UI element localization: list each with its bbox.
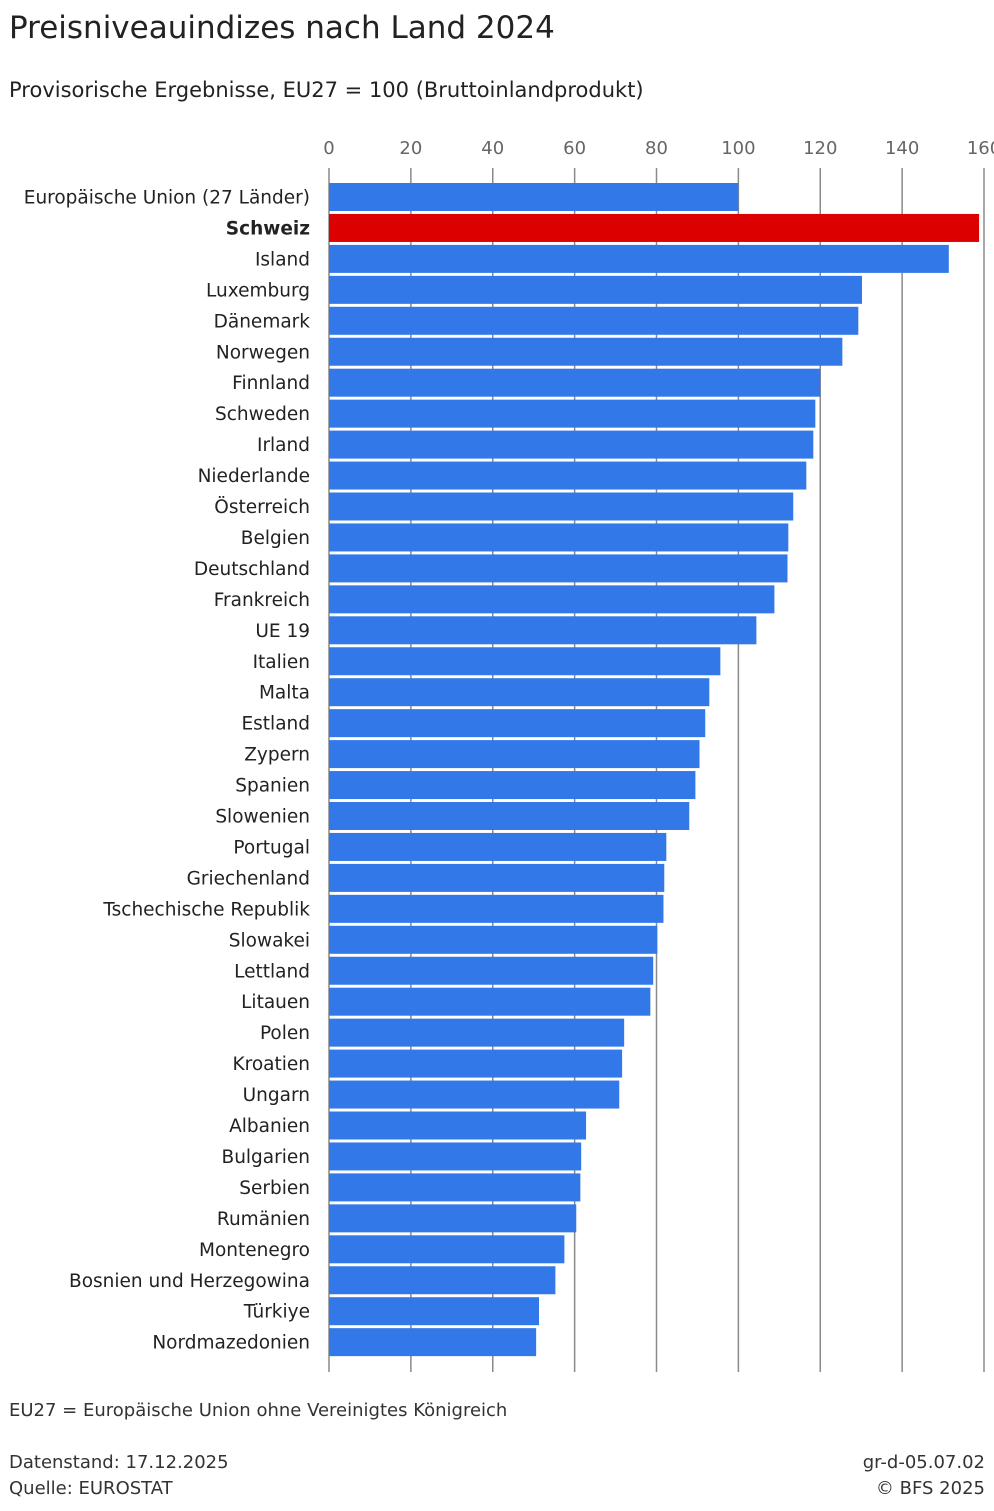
category-label: Schweiz: [226, 218, 310, 239]
bar: [329, 1018, 625, 1047]
bar: [329, 244, 949, 273]
category-label: Schweden: [215, 404, 310, 425]
bar: [329, 709, 706, 738]
data-source: Quelle: EUROSTAT: [9, 1478, 173, 1499]
chart-subtitle: Provisorische Ergebnisse, EU27 = 100 (Br…: [9, 78, 644, 102]
bar: [329, 925, 658, 954]
bar: [329, 306, 859, 335]
bar: [329, 832, 667, 861]
category-label: Türkiye: [243, 1302, 310, 1323]
bar: [329, 368, 821, 397]
bar: [329, 337, 843, 366]
footnote: EU27 = Europäische Union ohne Vereinigte…: [9, 1400, 508, 1421]
category-label: Deutschland: [194, 559, 310, 580]
chart-code: gr-d-05.07.02: [862, 1452, 985, 1473]
category-label: Nordmazedonien: [152, 1333, 310, 1354]
bar: [329, 585, 775, 614]
bar: [329, 213, 980, 242]
category-label: Portugal: [233, 837, 310, 858]
x-tick-label: 160: [967, 138, 994, 159]
category-label: Albanien: [229, 1116, 310, 1137]
bar: [329, 894, 664, 923]
bar: [329, 1173, 581, 1202]
x-tick-label: 80: [645, 138, 668, 159]
bar: [329, 1142, 582, 1171]
bar: [329, 1297, 540, 1326]
category-label: Spanien: [235, 776, 310, 797]
category-label: Estland: [241, 714, 310, 735]
category-label: Griechenland: [187, 868, 310, 889]
category-label: Rumänien: [217, 1209, 310, 1230]
bar: [329, 492, 794, 521]
bar: [329, 678, 710, 707]
category-label: Montenegro: [199, 1240, 310, 1261]
bar: [329, 740, 700, 769]
category-label: Österreich: [214, 496, 310, 518]
x-tick-label: 100: [721, 138, 755, 159]
bar: [329, 183, 739, 211]
x-tick-label: 140: [885, 138, 919, 159]
x-tick-label: 60: [563, 138, 586, 159]
category-label: Serbien: [239, 1178, 310, 1199]
bar: [329, 1235, 565, 1264]
category-label: Ungarn: [243, 1085, 310, 1106]
bar: [329, 554, 788, 583]
bar: [329, 275, 863, 304]
category-label: Bosnien und Herzegowina: [69, 1271, 310, 1292]
category-label: UE 19: [255, 621, 310, 642]
bar: [329, 956, 654, 985]
category-label: Frankreich: [214, 590, 310, 611]
bar: [329, 616, 757, 645]
bar: [329, 461, 807, 490]
category-label: Dänemark: [214, 311, 311, 332]
bar: [329, 1080, 620, 1109]
category-label: Slowakei: [229, 930, 310, 951]
x-tick-label: 0: [323, 138, 334, 159]
bar: [329, 523, 789, 552]
category-label: Kroatien: [233, 1054, 311, 1075]
category-label: Slowenien: [215, 807, 310, 828]
bar: [329, 430, 814, 459]
category-label: Norwegen: [216, 342, 310, 363]
category-label: Luxemburg: [206, 280, 310, 301]
x-tick-label: 120: [803, 138, 837, 159]
category-label: Italien: [253, 652, 310, 673]
data-date: Datenstand: 17.12.2025: [9, 1452, 229, 1473]
category-label: Bulgarien: [222, 1147, 311, 1168]
bar: [329, 1111, 587, 1140]
category-label: Lettland: [234, 961, 310, 982]
copyright: © BFS 2025: [875, 1478, 985, 1499]
category-label: Malta: [259, 683, 310, 704]
bar: [329, 863, 665, 892]
chart-title: Preisniveauindizes nach Land 2024: [9, 10, 555, 46]
bar: [329, 1204, 577, 1233]
category-label: Irland: [257, 435, 310, 456]
category-label: Finnland: [232, 373, 310, 394]
bar: [329, 399, 816, 428]
x-tick-label: 20: [399, 138, 422, 159]
category-label: Polen: [260, 1023, 310, 1044]
category-label: Island: [255, 249, 310, 270]
category-label: Zypern: [244, 745, 310, 766]
x-tick-label: 40: [481, 138, 504, 159]
bar: [329, 647, 721, 676]
category-label: Europäische Union (27 Länder): [24, 188, 310, 209]
category-label: Niederlande: [198, 466, 310, 487]
category-label: Belgien: [241, 528, 310, 549]
bar: [329, 771, 696, 800]
bar: [329, 1049, 623, 1078]
bar: [329, 987, 651, 1016]
bar: [329, 802, 690, 830]
bar: [329, 1266, 556, 1295]
category-label: Tschechische Republik: [102, 899, 310, 920]
bar-chart: 0 20 40 60 80 100 120 140 160 Europäische Union (…: [24, 138, 994, 1372]
category-label: Litauen: [241, 992, 310, 1013]
bar: [329, 1328, 537, 1357]
